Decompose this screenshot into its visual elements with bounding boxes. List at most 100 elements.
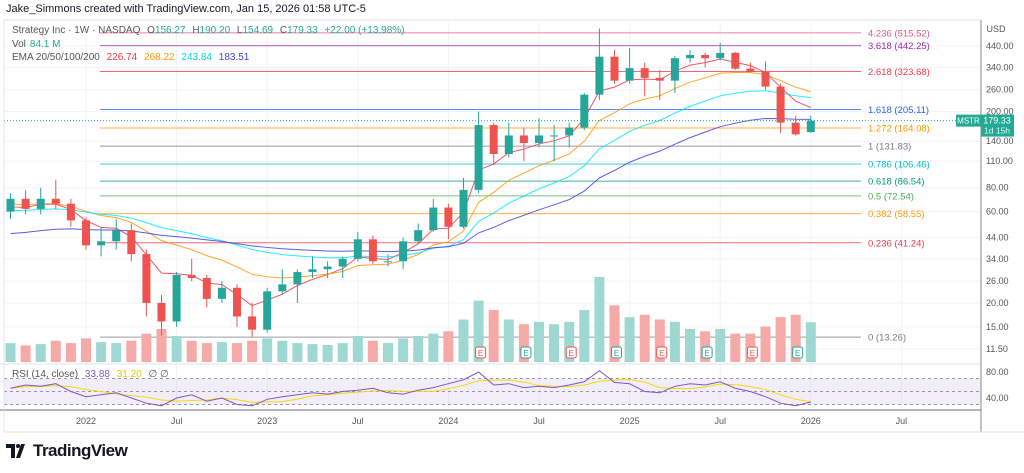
currency-label: USD <box>986 24 1006 34</box>
fib-label: 0.382 (58.55) <box>868 209 925 220</box>
volume-bar <box>50 340 61 362</box>
candle-body <box>444 207 453 227</box>
candle-body <box>399 241 408 262</box>
candle-body <box>233 287 241 317</box>
earnings-letter: E <box>614 349 619 358</box>
earnings-marker: E <box>746 346 758 359</box>
fib-label: 4.236 (515.52) <box>868 28 930 39</box>
earnings-marker: E <box>611 346 622 359</box>
candle <box>308 256 317 278</box>
volume-bar <box>669 321 680 362</box>
price-tag <box>981 114 1014 137</box>
candle-body <box>66 203 75 221</box>
candle-body <box>610 56 619 81</box>
ema20-line <box>10 58 811 307</box>
candle <box>142 249 151 317</box>
candle <box>716 42 725 61</box>
rsi-pane <box>0 363 981 411</box>
fib-label: 0.618 (86.54) <box>868 177 925 188</box>
candle-body <box>384 261 392 263</box>
earnings-letter: E <box>523 349 528 358</box>
price-tick: 26.00 <box>986 276 1009 286</box>
candle <box>293 269 302 303</box>
earnings-letter: E <box>750 349 755 358</box>
earnings-badge <box>701 346 713 359</box>
volume-bar <box>141 333 152 362</box>
candles <box>6 28 815 337</box>
volume-bar <box>458 319 469 362</box>
candle <box>36 187 45 215</box>
candle-body <box>625 68 634 81</box>
volume-bar <box>65 343 76 362</box>
candle <box>429 198 438 232</box>
volume-bar <box>775 317 786 362</box>
time-tick: Jul <box>714 416 726 426</box>
candle-body <box>776 86 785 123</box>
earnings-letter: E <box>569 349 574 358</box>
volume-bar <box>111 343 122 362</box>
time-tick: 2025 <box>620 416 640 426</box>
candle <box>127 223 136 262</box>
volume-bar <box>277 340 288 362</box>
candle <box>489 122 498 166</box>
candle-body <box>761 71 770 87</box>
earnings-letter: E <box>704 349 709 358</box>
time-tick: Jul <box>171 416 183 426</box>
earnings-letter: E <box>795 349 800 358</box>
time-tick: 2026 <box>801 416 821 426</box>
candle <box>791 115 800 136</box>
fib-label: 0.5 (72.54) <box>868 191 914 202</box>
price-tick: 200.00 <box>986 107 1014 117</box>
candle-body <box>263 291 272 330</box>
candle-body <box>293 272 302 285</box>
rsi-line <box>10 370 811 407</box>
volume-bar <box>216 342 227 362</box>
candle <box>157 295 166 336</box>
fib-label: 1.618 (205.11) <box>868 105 929 116</box>
candle-body <box>474 125 483 190</box>
earnings-badge <box>792 346 804 359</box>
symbol-tag <box>956 114 981 127</box>
ema50-line <box>10 71 811 279</box>
candle-body <box>97 241 106 246</box>
candle <box>187 258 196 282</box>
candle <box>112 218 121 250</box>
candle-body <box>202 277 211 299</box>
volume-bar <box>534 321 544 362</box>
volume-value: 84.1 M <box>29 39 61 50</box>
candle <box>731 51 740 70</box>
candle-body <box>368 239 377 262</box>
tradingview-logo[interactable]: TradingView <box>6 441 128 461</box>
volume-bar <box>262 338 273 362</box>
candle <box>233 284 241 327</box>
candle-body <box>142 254 151 303</box>
candle-body <box>21 198 30 209</box>
fib-label: 0.236 (41.24) <box>868 238 925 249</box>
candle <box>625 47 634 84</box>
volume-bar <box>35 344 46 362</box>
earnings-letter: E <box>478 349 483 358</box>
candle <box>51 179 60 209</box>
symbol-legend: Strategy Inc · 1W · NASDAQ O156.27 H190.… <box>12 25 409 36</box>
volume-bar <box>186 340 197 362</box>
candle <box>535 118 543 148</box>
fib-label: 1 (131.83) <box>868 142 911 153</box>
volume-bar <box>503 319 514 362</box>
rsi-label: RSI (14, close) <box>12 369 79 380</box>
volume-bar <box>685 328 695 362</box>
time-tick: 2024 <box>438 416 458 426</box>
volume-bar <box>398 338 409 362</box>
volume-bar <box>383 343 393 362</box>
ema20-value: 226.74 <box>106 52 138 63</box>
chart-credit: Jake_Simmons created with TradingView.co… <box>6 3 366 15</box>
earnings-marker: E <box>792 346 804 359</box>
candle-body <box>806 120 815 133</box>
candle <box>580 92 589 131</box>
price-tick: 340.00 <box>986 62 1014 72</box>
price-tick: 440.00 <box>986 41 1014 51</box>
volume-bar <box>96 342 107 362</box>
fib-label: 0.786 (106.46) <box>868 159 930 170</box>
candle-body <box>670 58 679 81</box>
candle <box>172 272 181 327</box>
